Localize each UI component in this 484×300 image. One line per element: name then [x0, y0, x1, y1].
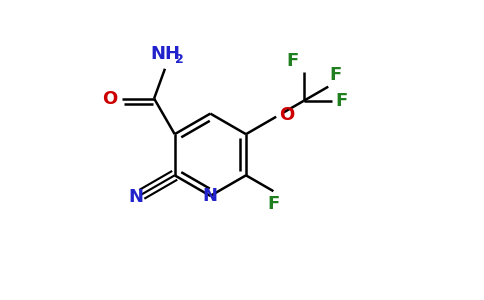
Text: NH: NH: [150, 45, 180, 63]
Text: 2: 2: [175, 52, 184, 66]
Text: F: F: [267, 195, 280, 213]
Text: F: F: [336, 92, 348, 110]
Text: F: F: [330, 66, 342, 84]
Text: O: O: [103, 89, 118, 107]
Text: F: F: [287, 52, 299, 70]
Text: N: N: [129, 188, 144, 206]
Text: N: N: [203, 187, 218, 205]
Text: O: O: [279, 106, 295, 124]
